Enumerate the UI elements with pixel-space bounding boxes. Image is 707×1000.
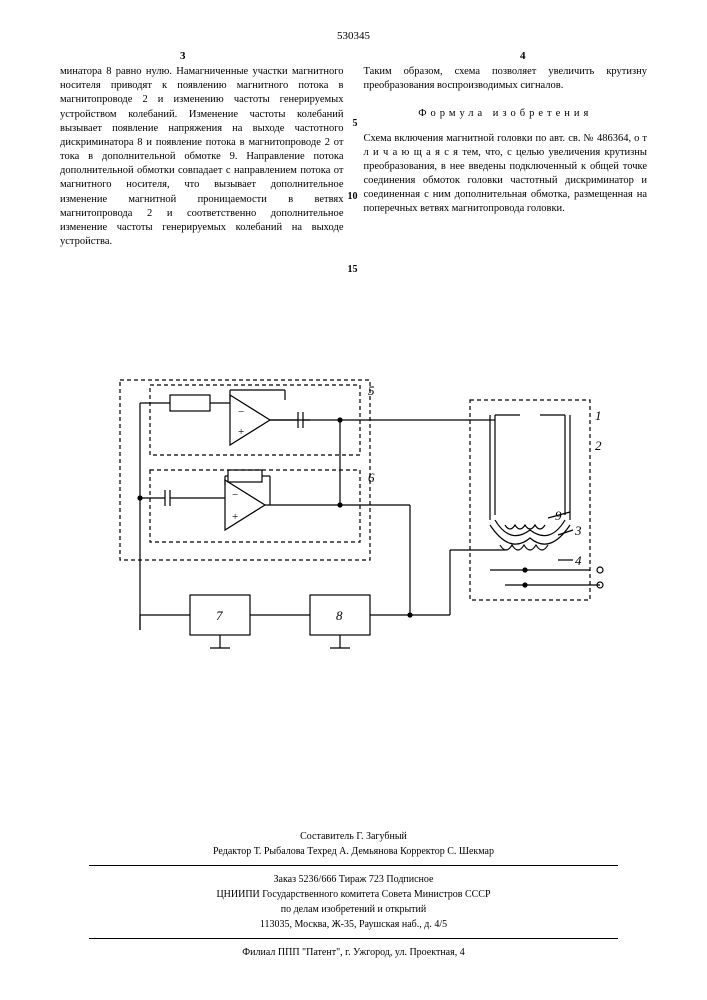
svg-text:−: −	[232, 489, 238, 501]
editors: Редактор Т. Рыбалова Техред А. Демьянова…	[60, 844, 647, 859]
address: 113035, Москва, Ж-35, Раушская наб., д. …	[60, 917, 647, 932]
formula-title: Формула изобретения	[364, 107, 648, 121]
text-columns: минатора 8 равно нулю. Намагниченные уча…	[60, 65, 647, 249]
order-line: Заказ 5236/666 Тираж 723 Подписное	[60, 872, 647, 887]
divider	[89, 865, 617, 866]
svg-text:4: 4	[575, 553, 582, 568]
svg-text:+: +	[238, 426, 244, 438]
org2: по делам изобретений и открытий	[60, 902, 647, 917]
line-marker-15: 15	[348, 263, 358, 277]
col-num-3: 3	[180, 50, 186, 62]
svg-text:3: 3	[574, 523, 582, 538]
right-column: Таким образом, схема позволяет увеличить…	[364, 65, 648, 249]
svg-text:6: 6	[368, 470, 375, 485]
line-marker-5: 5	[353, 117, 358, 131]
branch: Филиал ППП "Патент", г. Ужгород, ул. Про…	[60, 945, 647, 960]
org1: ЦНИИПИ Государственного комитета Совета …	[60, 887, 647, 902]
divider-2	[89, 938, 617, 939]
svg-text:+: +	[232, 511, 238, 523]
body-text-right-2: Схема включения магнитной головки по авт…	[364, 132, 648, 217]
left-column: минатора 8 равно нулю. Намагниченные уча…	[60, 65, 344, 249]
svg-text:2: 2	[595, 438, 602, 453]
svg-text:8: 8	[336, 608, 343, 623]
circuit-diagram: 5 6 − + − +	[110, 370, 610, 680]
svg-text:5: 5	[368, 383, 375, 398]
svg-text:−: −	[238, 406, 244, 418]
body-text-left: минатора 8 равно нулю. Намагниченные уча…	[60, 66, 344, 247]
composer: Составитель Г. Загубный	[60, 829, 647, 844]
col-num-4: 4	[520, 50, 526, 62]
footer: Составитель Г. Загубный Редактор Т. Рыба…	[60, 829, 647, 960]
body-text-right-1: Таким образом, схема позволяет увеличить…	[364, 65, 648, 93]
doc-number: 530345	[337, 30, 370, 42]
line-marker-10: 10	[348, 190, 358, 204]
svg-text:1: 1	[595, 408, 602, 423]
svg-text:7: 7	[216, 608, 223, 623]
